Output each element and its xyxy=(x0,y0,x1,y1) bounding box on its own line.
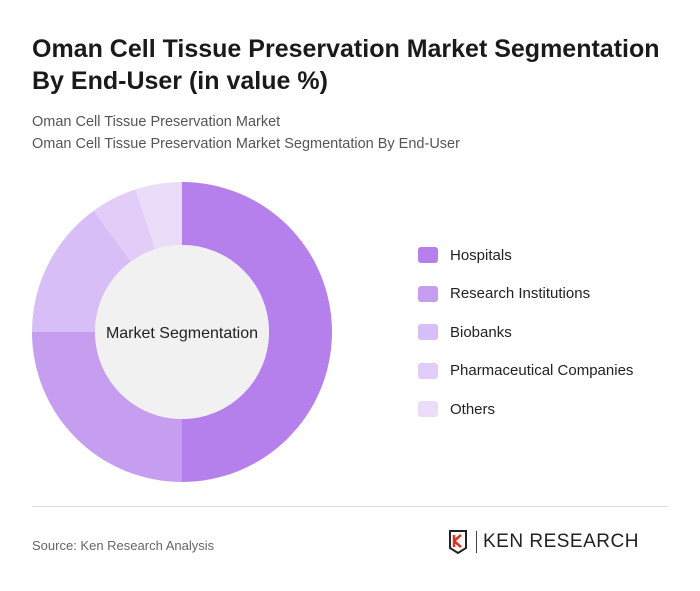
legend-label: Biobanks xyxy=(450,323,512,341)
legend-item: Biobanks xyxy=(418,322,633,342)
legend-swatch xyxy=(418,285,438,302)
logo-icon xyxy=(449,530,467,554)
legend-label: Others xyxy=(450,400,496,418)
source-note: Source: Ken Research Analysis xyxy=(32,538,215,553)
legend-item: Pharmaceutical Companies xyxy=(418,361,633,381)
slice-others xyxy=(135,182,182,250)
legend-item: Hospitals xyxy=(418,245,633,265)
slice-hospitals xyxy=(182,182,332,482)
donut-chart: Market Segmentation xyxy=(32,182,332,482)
legend-swatch xyxy=(418,324,438,340)
center-label: Market Segmentation xyxy=(106,325,258,342)
divider xyxy=(32,506,668,507)
slice-pharmaceutical-companies xyxy=(93,189,156,262)
subtitle: Oman Cell Tissue Preservation Market xyxy=(32,114,281,130)
legend-swatch xyxy=(418,247,438,263)
donut-center xyxy=(95,245,269,419)
legend-item: Others xyxy=(418,399,633,419)
legend-item: Research Institutions xyxy=(418,284,633,304)
legend-label: Research Institutions xyxy=(450,285,591,302)
subtitle-2: Oman Cell Tissue Preservation Market Seg… xyxy=(32,136,460,152)
slice-biobanks xyxy=(32,210,131,332)
legend-label: Pharmaceutical Companies xyxy=(450,362,634,379)
slice-research-institutions xyxy=(32,332,182,482)
legend-label: Hospitals xyxy=(450,246,512,264)
ken-research-logo: KEN RESEARCH xyxy=(448,530,639,554)
legend-swatch xyxy=(418,401,438,417)
legend: Hospitals Research Institutions Biobanks Ph… xyxy=(418,245,633,438)
legend-swatch xyxy=(418,362,438,379)
page-title: Oman Cell Tissue Preservation Market Seg… xyxy=(32,35,660,95)
logo-text: KEN RESEARCH xyxy=(476,531,639,553)
